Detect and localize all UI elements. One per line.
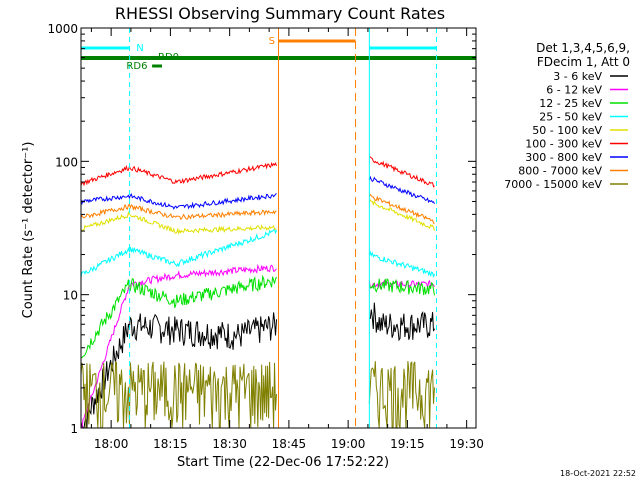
series-line-50-100-seg2 xyxy=(368,199,435,231)
plot-frame xyxy=(80,27,477,429)
footer-timestamp: 18-Oct-2021 22:52 xyxy=(560,469,636,478)
legend-label: 3 - 6 keV xyxy=(553,70,602,83)
series-line-25-50-seg2 xyxy=(368,250,435,278)
legend-title-2: FDecim 1, Att 0 xyxy=(537,55,630,69)
series-line-3-6-seg1 xyxy=(80,312,277,429)
legend-label: 7000 - 15000 keV xyxy=(504,178,602,191)
y-axis-label: Count Rate (s⁻¹ detector⁻¹) xyxy=(21,142,36,319)
series-line-7000-15000-seg2 xyxy=(368,361,435,429)
annotation-n: N xyxy=(136,43,143,54)
series-line-3-6-seg2 xyxy=(369,302,435,342)
legend-label: 12 - 25 keV xyxy=(539,97,602,110)
legend-title-1: Det 1,3,4,5,6,9, xyxy=(536,41,630,55)
legend-label: 300 - 800 keV xyxy=(525,151,602,164)
x-tick-label: 18:00 xyxy=(94,437,129,451)
series-line-50-100-seg1 xyxy=(80,211,277,236)
x-tick-label: 19:15 xyxy=(390,437,425,451)
y-tick-label: 1000 xyxy=(47,22,78,36)
y-tick-label: 10 xyxy=(63,289,78,303)
series-line-25-50-seg1 xyxy=(80,227,277,278)
legend-label: 6 - 12 keV xyxy=(546,84,602,97)
series-line-6-12-seg1 xyxy=(80,263,277,429)
series-line-100-300-seg1 xyxy=(80,161,277,187)
x-axis-label: Start Time (22-Dec-06 17:52:22) xyxy=(177,455,389,470)
plot-area: N RD0 RD6 S xyxy=(80,28,476,429)
y-tick-label: 100 xyxy=(55,155,78,169)
annotation-s: S xyxy=(269,36,275,47)
legend-label: 800 - 7000 keV xyxy=(518,165,602,178)
legend-label: 100 - 300 keV xyxy=(525,138,602,151)
series-line-100-300-seg2 xyxy=(369,156,435,188)
series-line-12-25-seg2 xyxy=(368,278,435,296)
series-line-12-25-seg1 xyxy=(80,274,277,359)
y-tick-label: 1 xyxy=(70,422,78,436)
series-line-300-800-seg1 xyxy=(80,193,277,210)
x-tick-label: 19:30 xyxy=(449,437,484,451)
x-tick-label: 18:45 xyxy=(272,437,307,451)
series-line-800-7000-seg1 xyxy=(80,203,277,221)
x-tick-label: 18:15 xyxy=(153,437,188,451)
axes: 1 10 100 1000 18:00 18:15 18:30 18:45 19:00 19:15… xyxy=(47,22,483,451)
annotation-rd6: RD6 xyxy=(126,61,147,72)
series-line-300-800-seg2 xyxy=(368,175,435,204)
series-line-800-7000-seg2 xyxy=(368,193,435,224)
annotation-rd0: RD0 xyxy=(158,52,179,63)
chart-title: RHESSI Observing Summary Count Rates xyxy=(115,4,445,23)
legend-label: 50 - 100 keV xyxy=(532,124,602,137)
series-line-7000-15000-seg1 xyxy=(80,360,277,429)
legend-label: 25 - 50 keV xyxy=(539,111,602,124)
x-tick-label: 19:00 xyxy=(331,437,366,451)
x-tick-label: 18:30 xyxy=(212,437,247,451)
